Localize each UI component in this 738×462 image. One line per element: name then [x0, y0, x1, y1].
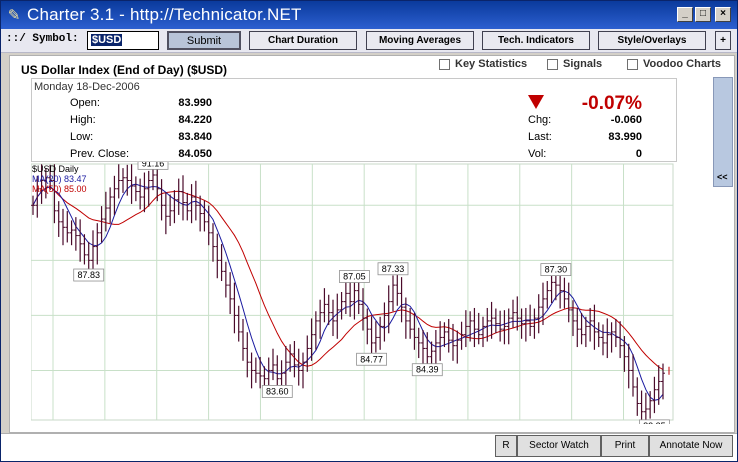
high-label: High: [70, 114, 96, 126]
annotation-box [339, 270, 370, 283]
annotation-box [73, 268, 105, 282]
title-bar: ✎ Charter 3.1 - http://Technicator.NET _… [1, 1, 737, 29]
annotation-box [639, 419, 670, 424]
change-percent: -0.07% [581, 93, 642, 114]
moving-averages-button[interactable]: Moving Averages [366, 31, 474, 50]
annotation-label: 82.35 [643, 421, 666, 424]
annotation-box [540, 263, 572, 277]
key-statistics-label: Key Statistics [455, 58, 528, 70]
low-value: 83.840 [178, 131, 212, 143]
vol-value: 0 [635, 148, 642, 160]
pencil-icon: ✎ [7, 7, 21, 24]
x-tick-label: O [516, 423, 523, 424]
symbol-label: ::/ Symbol: [6, 33, 79, 45]
tech-indicators-button[interactable]: Tech. Indicators [482, 31, 590, 50]
chart-duration-button[interactable]: Chart Duration [249, 31, 357, 50]
x-tick-label: M [257, 423, 265, 424]
prev-close-value: 84.050 [178, 148, 212, 160]
x-tick-label: D [620, 423, 627, 424]
signals-option[interactable]: Signals [547, 57, 602, 71]
x-tick-label: F [102, 423, 108, 424]
voodoo-charts-option[interactable]: Voodoo Charts [627, 57, 721, 71]
x-tick-label: A [413, 423, 419, 424]
open-value: 83.990 [178, 97, 212, 109]
low-label: Low: [70, 131, 94, 143]
toolbar: ::/ Symbol: $USD Submit Chart Duration M… [1, 29, 737, 53]
annotation-label: 87.83 [77, 270, 100, 280]
annotation-label: 83.60 [266, 386, 289, 396]
vol-label: Vol: [528, 148, 547, 160]
quote-info-box: Monday 18-Dec-2006 Open: 83.990 High: 84… [31, 78, 677, 162]
chart-title: US Dollar Index (End of Day) ($USD) [21, 63, 228, 77]
legend-entry: MA(20) 83.47 [32, 174, 87, 184]
high-value: 84.220 [178, 114, 212, 126]
chg-label: Chg: [528, 114, 552, 126]
x-tick-label: S [465, 423, 471, 424]
symbol-input[interactable]: $USD [87, 31, 159, 50]
annotation-box [411, 363, 443, 377]
symbol-value: $USD [91, 34, 123, 46]
x-tick-label: J [310, 423, 315, 424]
chg-value: -0.060 [610, 114, 642, 126]
style-overlays-button[interactable]: Style/Overlays [598, 31, 706, 50]
ma20-line [32, 183, 664, 401]
x-tick-label: A [206, 423, 212, 424]
x-tick-label: N [568, 423, 575, 424]
close-button[interactable]: × [715, 7, 731, 22]
annotation-box [356, 352, 387, 366]
r-button[interactable]: R [495, 435, 517, 457]
open-label: Open: [70, 97, 100, 109]
window-title: Charter 3.1 - http://Technicator.NET [27, 5, 302, 24]
signals-checkbox[interactable] [547, 58, 558, 70]
x-tick-label: M [153, 423, 161, 424]
collapse-side-panel-tab[interactable]: << [713, 77, 733, 187]
collapse-tab-label: << [717, 172, 728, 182]
key-statistics-option[interactable]: Key Statistics [439, 57, 527, 71]
x-tick-label: J [362, 423, 367, 424]
annotation-label: 87.05 [343, 271, 366, 281]
down-arrow-icon [528, 95, 544, 109]
plot-area [31, 163, 674, 421]
expand-plus-button[interactable]: + [715, 31, 731, 50]
last-value: 83.990 [608, 131, 642, 143]
annotation-box [377, 262, 409, 276]
print-button[interactable]: Print [601, 435, 649, 457]
annotation-label: 84.39 [416, 365, 439, 375]
last-label: Last: [528, 131, 552, 143]
prev-close-label: Prev. Close: [70, 148, 130, 160]
ma50-line [32, 186, 664, 371]
signals-label: Signals [563, 58, 603, 70]
minimize-button[interactable]: _ [677, 7, 693, 22]
quote-date: Monday 18-Dec-2006 [34, 81, 140, 93]
legend-entry: MA(50) 85.00 [32, 184, 87, 194]
annotation-label: 87.33 [382, 264, 405, 274]
voodoo-charts-checkbox[interactable] [627, 58, 638, 70]
voodoo-charts-label: Voodoo Charts [643, 58, 722, 70]
annotate-now-button[interactable]: Annotate Now [649, 435, 733, 457]
annotation-label: 84.77 [360, 354, 383, 364]
x-tick-label: 06 [48, 423, 58, 424]
annotation-label: 91.16 [142, 162, 165, 168]
sector-watch-button[interactable]: Sector Watch [517, 435, 601, 457]
annotation-box [137, 162, 169, 170]
maximize-button[interactable]: □ [695, 7, 711, 22]
key-statistics-checkbox[interactable] [439, 58, 450, 70]
submit-button[interactable]: Submit [167, 31, 241, 50]
annotation-box [261, 385, 293, 398]
legend-entry: $USD Daily [32, 164, 79, 174]
price-chart: 06FMAMJJASOND8486889091.1687.8383.6087.0… [31, 162, 674, 424]
annotation-label: 87.30 [545, 265, 568, 275]
